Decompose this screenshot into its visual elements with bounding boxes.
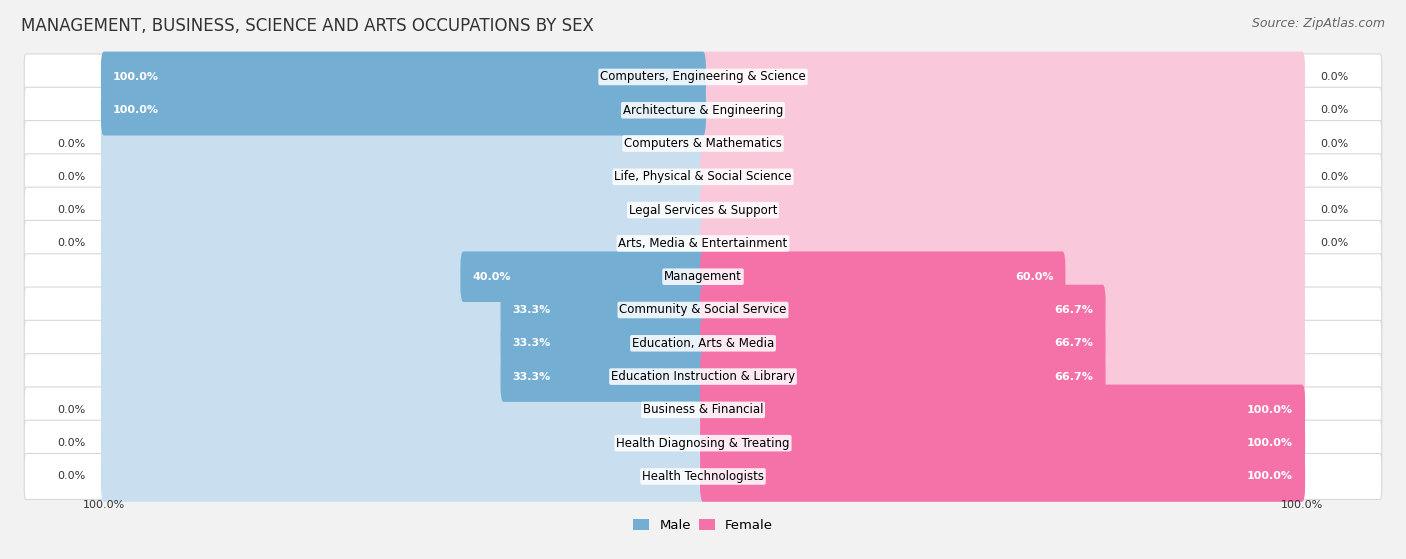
FancyBboxPatch shape (101, 318, 706, 368)
Text: Source: ZipAtlas.com: Source: ZipAtlas.com (1251, 17, 1385, 30)
Text: 0.0%: 0.0% (1320, 172, 1348, 182)
Text: Health Technologists: Health Technologists (643, 470, 763, 483)
FancyBboxPatch shape (700, 385, 1305, 435)
FancyBboxPatch shape (700, 418, 1305, 468)
Text: 100.0%: 100.0% (112, 105, 159, 115)
Legend: Male, Female: Male, Female (627, 514, 779, 537)
FancyBboxPatch shape (501, 285, 706, 335)
FancyBboxPatch shape (700, 318, 1305, 368)
FancyBboxPatch shape (700, 151, 1305, 202)
FancyBboxPatch shape (700, 218, 1305, 269)
FancyBboxPatch shape (700, 285, 1105, 335)
FancyBboxPatch shape (460, 252, 706, 302)
FancyBboxPatch shape (101, 252, 706, 302)
Text: 100.0%: 100.0% (1247, 405, 1294, 415)
Text: 100.0%: 100.0% (1247, 438, 1294, 448)
Text: 0.0%: 0.0% (58, 471, 86, 481)
FancyBboxPatch shape (101, 85, 706, 135)
Text: 0.0%: 0.0% (58, 205, 86, 215)
Text: 33.3%: 33.3% (513, 372, 551, 382)
Text: 66.7%: 66.7% (1054, 372, 1094, 382)
Text: Computers, Engineering & Science: Computers, Engineering & Science (600, 70, 806, 83)
FancyBboxPatch shape (101, 285, 706, 335)
Text: Health Diagnosing & Treating: Health Diagnosing & Treating (616, 437, 790, 449)
FancyBboxPatch shape (700, 85, 1305, 135)
FancyBboxPatch shape (501, 351, 706, 402)
Text: Education, Arts & Media: Education, Arts & Media (631, 337, 775, 350)
FancyBboxPatch shape (24, 121, 1382, 167)
Text: 33.3%: 33.3% (513, 305, 551, 315)
FancyBboxPatch shape (101, 151, 706, 202)
Text: Architecture & Engineering: Architecture & Engineering (623, 104, 783, 117)
FancyBboxPatch shape (24, 420, 1382, 466)
Text: 100.0%: 100.0% (112, 72, 159, 82)
Text: 0.0%: 0.0% (58, 405, 86, 415)
Text: 100.0%: 100.0% (1281, 500, 1323, 510)
FancyBboxPatch shape (24, 254, 1382, 300)
FancyBboxPatch shape (700, 318, 1105, 368)
FancyBboxPatch shape (24, 453, 1382, 499)
FancyBboxPatch shape (24, 320, 1382, 366)
Text: Legal Services & Support: Legal Services & Support (628, 203, 778, 217)
FancyBboxPatch shape (700, 252, 1305, 302)
FancyBboxPatch shape (24, 187, 1382, 233)
FancyBboxPatch shape (700, 252, 1066, 302)
FancyBboxPatch shape (101, 451, 706, 502)
Text: Management: Management (664, 270, 742, 283)
FancyBboxPatch shape (24, 354, 1382, 400)
FancyBboxPatch shape (101, 218, 706, 269)
Text: 0.0%: 0.0% (1320, 72, 1348, 82)
Text: Business & Financial: Business & Financial (643, 404, 763, 416)
FancyBboxPatch shape (24, 220, 1382, 267)
FancyBboxPatch shape (101, 51, 706, 102)
Text: Community & Social Service: Community & Social Service (619, 304, 787, 316)
Text: 0.0%: 0.0% (1320, 139, 1348, 149)
FancyBboxPatch shape (501, 318, 706, 368)
Text: 33.3%: 33.3% (513, 338, 551, 348)
FancyBboxPatch shape (101, 51, 706, 102)
FancyBboxPatch shape (101, 185, 706, 235)
FancyBboxPatch shape (24, 287, 1382, 333)
Text: Life, Physical & Social Science: Life, Physical & Social Science (614, 170, 792, 183)
FancyBboxPatch shape (101, 385, 706, 435)
FancyBboxPatch shape (101, 85, 706, 135)
Text: 0.0%: 0.0% (58, 438, 86, 448)
FancyBboxPatch shape (700, 451, 1305, 502)
FancyBboxPatch shape (700, 418, 1305, 468)
Text: 60.0%: 60.0% (1015, 272, 1053, 282)
FancyBboxPatch shape (700, 185, 1305, 235)
FancyBboxPatch shape (700, 385, 1305, 435)
Text: Arts, Media & Entertainment: Arts, Media & Entertainment (619, 237, 787, 250)
FancyBboxPatch shape (700, 451, 1305, 502)
FancyBboxPatch shape (24, 87, 1382, 133)
Text: 0.0%: 0.0% (58, 172, 86, 182)
FancyBboxPatch shape (24, 154, 1382, 200)
FancyBboxPatch shape (24, 387, 1382, 433)
FancyBboxPatch shape (101, 418, 706, 468)
Text: 0.0%: 0.0% (1320, 205, 1348, 215)
Text: 0.0%: 0.0% (58, 139, 86, 149)
Text: 100.0%: 100.0% (1247, 471, 1294, 481)
Text: 0.0%: 0.0% (1320, 238, 1348, 248)
FancyBboxPatch shape (24, 54, 1382, 100)
FancyBboxPatch shape (101, 351, 706, 402)
FancyBboxPatch shape (700, 285, 1305, 335)
Text: 66.7%: 66.7% (1054, 305, 1094, 315)
Text: MANAGEMENT, BUSINESS, SCIENCE AND ARTS OCCUPATIONS BY SEX: MANAGEMENT, BUSINESS, SCIENCE AND ARTS O… (21, 17, 593, 35)
FancyBboxPatch shape (700, 119, 1305, 169)
Text: 40.0%: 40.0% (472, 272, 510, 282)
FancyBboxPatch shape (700, 51, 1305, 102)
Text: Computers & Mathematics: Computers & Mathematics (624, 137, 782, 150)
FancyBboxPatch shape (700, 351, 1105, 402)
FancyBboxPatch shape (101, 119, 706, 169)
Text: 66.7%: 66.7% (1054, 338, 1094, 348)
Text: 0.0%: 0.0% (58, 238, 86, 248)
Text: 0.0%: 0.0% (1320, 105, 1348, 115)
Text: Education Instruction & Library: Education Instruction & Library (612, 370, 794, 383)
Text: 100.0%: 100.0% (83, 500, 125, 510)
FancyBboxPatch shape (700, 351, 1305, 402)
